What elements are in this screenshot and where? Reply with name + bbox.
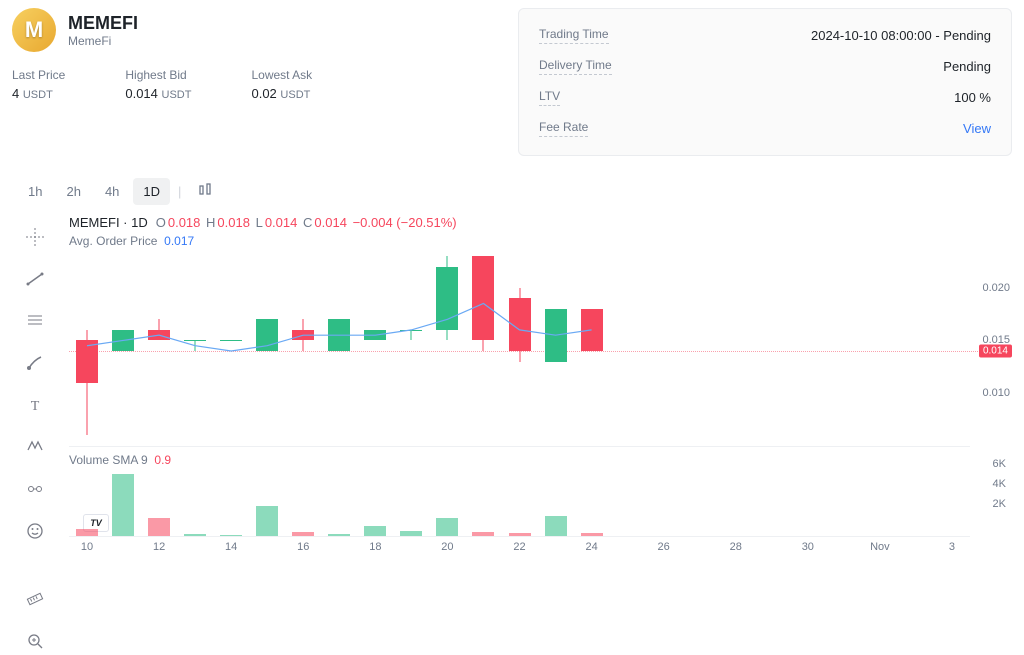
x-axis-tick: 16 (297, 541, 309, 553)
volume-bar (364, 526, 386, 536)
forecast-tool-icon[interactable] (21, 475, 49, 503)
avg-order-price-value: 0.017 (164, 234, 194, 248)
volume-bar (256, 506, 278, 536)
chart-symbol-tf: MEMEFI · 1D (69, 215, 148, 230)
chart-toolbar: T (12, 215, 57, 655)
x-axis-tick: 24 (585, 541, 597, 553)
svg-text:T: T (30, 399, 39, 414)
volume-bar (148, 518, 170, 536)
chart-ohlc: O0.018 H0.018 L0.014 C0.014 −0.004 (−20.… (156, 215, 459, 230)
fee-rate-view-link[interactable]: View (963, 121, 991, 136)
x-axis-tick: 20 (441, 541, 453, 553)
x-axis-tick: 28 (730, 541, 742, 553)
highest-bid-label: Highest Bid (125, 68, 191, 82)
y-axis-tick: 0.020 (982, 282, 1010, 294)
x-axis-tick: 30 (802, 541, 814, 553)
current-price-marker: 0.014 (979, 345, 1012, 358)
vol-y-tick: 4K (993, 478, 1006, 490)
tab-1d[interactable]: 1D (133, 178, 170, 205)
x-axis-tick: 3 (949, 541, 955, 553)
x-axis-tick: 14 (225, 541, 237, 553)
price-chart[interactable]: 0.0100.0150.0200.014 (69, 256, 970, 446)
x-axis: 10 12 14 16 18 20 22 24 26 28 30 Nov 3 (69, 536, 970, 560)
delivery-time-value: Pending (943, 59, 991, 74)
emoji-tool-icon[interactable] (21, 517, 49, 545)
tab-4h[interactable]: 4h (95, 178, 129, 205)
x-axis-tick: 18 (369, 541, 381, 553)
timeframe-tabs: 1h 2h 4h 1D | (12, 176, 1012, 207)
x-axis-tick: 10 (81, 541, 93, 553)
ruler-tool-icon[interactable] (21, 585, 49, 613)
volume-chart[interactable]: Volume SMA 9 0.9 TV 2K4K6K (69, 446, 970, 536)
volume-sma-value: 0.9 (154, 453, 171, 467)
x-axis-tick: 12 (153, 541, 165, 553)
volume-sma-label: Volume SMA 9 (69, 453, 148, 467)
candle-type-icon[interactable] (189, 176, 221, 207)
fee-rate-label: Fee Rate (539, 120, 588, 137)
volume-bar (545, 516, 567, 536)
highest-bid-value: 0.014 (125, 86, 158, 101)
x-axis-tick: 22 (513, 541, 525, 553)
crosshair-tool-icon[interactable] (21, 223, 49, 251)
y-axis-tick: 0.010 (982, 387, 1010, 399)
x-axis-tick: 26 (658, 541, 670, 553)
vol-y-tick: 2K (993, 498, 1006, 510)
coin-symbol: MEMEFI (68, 13, 138, 34)
avg-order-price-label: Avg. Order Price (69, 234, 157, 248)
tab-1h[interactable]: 1h (18, 178, 52, 205)
delivery-time-label: Delivery Time (539, 58, 612, 75)
text-tool-icon[interactable]: T (21, 391, 49, 419)
trendline-tool-icon[interactable] (21, 265, 49, 293)
trading-time-value: 2024-10-10 08:00:00 - Pending (811, 28, 991, 43)
volume-bar (112, 474, 134, 536)
info-panel: Trading Time 2024-10-10 08:00:00 - Pendi… (518, 8, 1012, 156)
fib-tool-icon[interactable] (21, 307, 49, 335)
lowest-ask-value: 0.02 (251, 86, 276, 101)
ltv-value: 100 % (954, 90, 991, 105)
trading-time-label: Trading Time (539, 27, 609, 44)
zoom-tool-icon[interactable] (21, 627, 49, 655)
x-axis-tick: Nov (870, 541, 890, 553)
coin-name: MemeFi (68, 34, 138, 48)
vol-y-tick: 6K (993, 458, 1006, 470)
pattern-tool-icon[interactable] (21, 433, 49, 461)
volume-bar (76, 529, 98, 536)
last-price-label: Last Price (12, 68, 65, 82)
coin-icon (12, 8, 56, 52)
brush-tool-icon[interactable] (21, 349, 49, 377)
ltv-label: LTV (539, 89, 560, 106)
last-price-value: 4 (12, 86, 19, 101)
tab-2h[interactable]: 2h (56, 178, 90, 205)
lowest-ask-label: Lowest Ask (251, 68, 312, 82)
volume-bar (436, 518, 458, 536)
